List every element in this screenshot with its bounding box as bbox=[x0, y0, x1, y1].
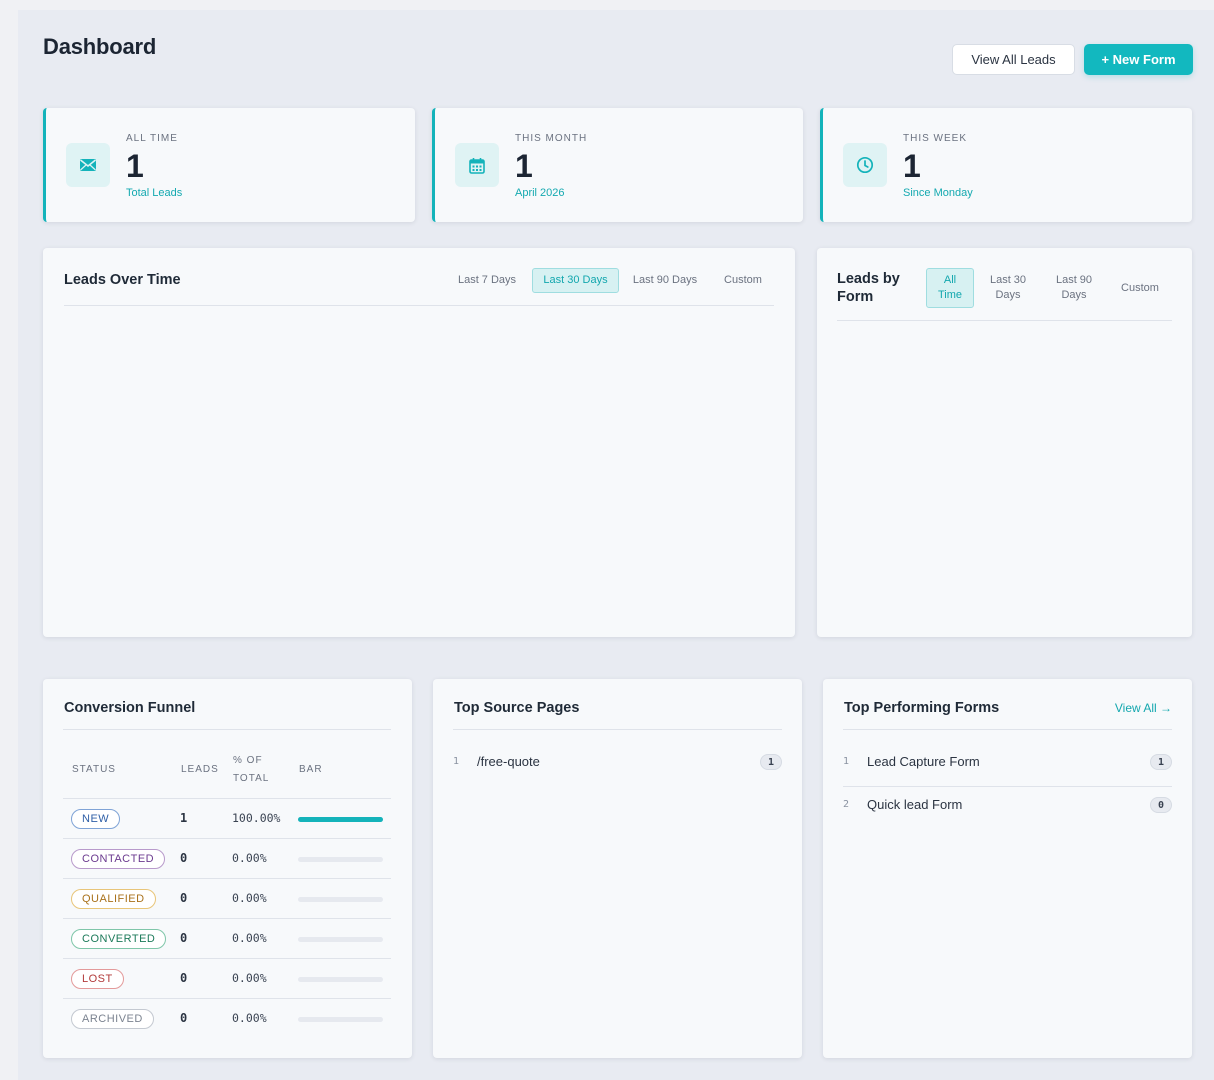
list-item[interactable]: 2 Quick lead Form 0 bbox=[843, 787, 1172, 830]
header-percent: % OF TOTAL bbox=[233, 752, 269, 788]
status-badge: NEW bbox=[71, 809, 121, 829]
status-badge: QUALIFIED bbox=[71, 889, 156, 909]
progress-fill bbox=[298, 817, 383, 822]
funnel-row: NEW 1 100.00% bbox=[63, 798, 391, 838]
card-title: Conversion Funnel bbox=[64, 700, 196, 716]
leads-over-time-card: Leads Over Time Last 7 Days Last 30 Days… bbox=[43, 248, 795, 637]
clock-icon bbox=[843, 143, 887, 187]
progress-bar bbox=[298, 817, 383, 822]
stat-value: 1 bbox=[126, 148, 144, 184]
card-title-line: Leads by bbox=[837, 271, 900, 287]
range-label: All bbox=[943, 274, 957, 286]
lead-count: 1 bbox=[180, 811, 188, 825]
percent-total: 0.00% bbox=[232, 851, 267, 865]
stat-card-all-time: ALL TIME 1 Total Leads bbox=[43, 108, 415, 222]
top-source-pages-card: Top Source Pages 1 /free-quote 1 bbox=[433, 679, 802, 1058]
lead-count: 0 bbox=[180, 891, 188, 905]
lead-count: 0 bbox=[180, 1011, 188, 1025]
funnel-row: QUALIFIED 0 0.00% bbox=[63, 878, 391, 918]
header-leads: LEADS bbox=[181, 764, 219, 775]
source-path: /free-quote bbox=[477, 754, 540, 769]
range-last-30-days[interactable]: Last 30 Days bbox=[532, 268, 619, 293]
divider bbox=[63, 729, 391, 730]
page-title: Dashboard bbox=[43, 34, 157, 59]
funnel-row: CONTACTED 0 0.00% bbox=[63, 838, 391, 878]
item-rank: 1 bbox=[453, 756, 460, 767]
progress-bar bbox=[298, 1017, 383, 1022]
divider bbox=[843, 729, 1172, 730]
status-badge: ARCHIVED bbox=[71, 1009, 154, 1029]
new-form-button[interactable]: + New Form bbox=[1084, 44, 1193, 75]
progress-bar bbox=[298, 857, 383, 862]
stat-subtext: Total Leads bbox=[126, 187, 183, 199]
stat-card-this-month: THIS MONTH 1 April 2026 bbox=[432, 108, 803, 222]
count-badge: 1 bbox=[1150, 754, 1172, 770]
range-label: Days bbox=[1061, 289, 1087, 301]
lead-count: 0 bbox=[180, 851, 188, 865]
range-last-7-days[interactable]: Last 7 Days bbox=[457, 274, 517, 286]
conversion-funnel-card: Conversion Funnel STATUS LEADS % OF TOTA… bbox=[43, 679, 412, 1058]
form-name: Lead Capture Form bbox=[867, 754, 980, 769]
stat-value: 1 bbox=[515, 148, 533, 184]
header-bar: BAR bbox=[299, 764, 323, 775]
percent-total: 100.00% bbox=[232, 811, 281, 825]
stat-label: THIS WEEK bbox=[903, 133, 968, 144]
range-label: Days bbox=[995, 289, 1021, 301]
range-last-30-days[interactable]: Last 30 Days bbox=[981, 268, 1035, 308]
view-all-link[interactable]: View All → bbox=[1114, 701, 1172, 715]
divider bbox=[453, 729, 782, 730]
header-line: TOTAL bbox=[233, 773, 270, 784]
progress-bar bbox=[298, 977, 383, 982]
stat-value: 1 bbox=[903, 148, 921, 184]
status-badge: CONVERTED bbox=[71, 929, 167, 949]
range-custom[interactable]: Custom bbox=[724, 274, 762, 286]
header-status: STATUS bbox=[72, 764, 116, 775]
divider bbox=[837, 320, 1172, 321]
card-title: Leads by Form bbox=[837, 270, 900, 306]
range-custom[interactable]: Custom bbox=[1121, 281, 1159, 294]
card-title: Top Performing Forms bbox=[844, 700, 1000, 716]
stat-subtext: Since Monday bbox=[903, 187, 973, 199]
top-performing-forms-card: Top Performing Forms View All → 1 Lead C… bbox=[823, 679, 1192, 1058]
calendar-icon bbox=[455, 143, 499, 187]
count-badge: 1 bbox=[760, 754, 782, 770]
list-item[interactable]: 1 /free-quote 1 bbox=[453, 744, 782, 787]
card-title: Top Source Pages bbox=[454, 700, 580, 716]
progress-bar bbox=[298, 937, 383, 942]
percent-total: 0.00% bbox=[232, 971, 267, 985]
progress-bar bbox=[298, 897, 383, 902]
percent-total: 0.00% bbox=[232, 931, 267, 945]
range-last-90-days[interactable]: Last 90 Days bbox=[1046, 268, 1102, 308]
view-all-leads-button[interactable]: View All Leads bbox=[952, 44, 1075, 75]
envelope-icon bbox=[66, 143, 110, 187]
card-title-line: Form bbox=[837, 289, 874, 305]
stat-label: THIS MONTH bbox=[515, 133, 588, 144]
funnel-row: CONVERTED 0 0.00% bbox=[63, 918, 391, 958]
range-label: Time bbox=[937, 289, 963, 301]
status-badge: CONTACTED bbox=[71, 849, 166, 869]
funnel-row: LOST 0 0.00% bbox=[63, 958, 391, 998]
list-item[interactable]: 1 Lead Capture Form 1 bbox=[843, 744, 1172, 787]
count-badge: 0 bbox=[1150, 797, 1172, 813]
header-line: % OF bbox=[233, 755, 263, 766]
range-label: Last 90 bbox=[1055, 274, 1093, 286]
status-badge: LOST bbox=[71, 969, 124, 989]
lead-count: 0 bbox=[180, 971, 188, 985]
form-name: Quick lead Form bbox=[867, 797, 963, 812]
divider bbox=[64, 305, 774, 306]
card-title: Leads Over Time bbox=[64, 272, 181, 288]
range-all-time[interactable]: All Time bbox=[926, 268, 974, 308]
item-rank: 2 bbox=[843, 799, 850, 810]
funnel-row: ARCHIVED 0 0.00% bbox=[63, 998, 391, 1038]
leads-by-form-card: Leads by Form All Time Last 30 Days Last… bbox=[817, 248, 1192, 637]
percent-total: 0.00% bbox=[232, 891, 267, 905]
lead-count: 0 bbox=[180, 931, 188, 945]
item-rank: 1 bbox=[843, 756, 850, 767]
percent-total: 0.00% bbox=[232, 1011, 267, 1025]
stat-label: ALL TIME bbox=[126, 133, 178, 144]
stat-subtext: April 2026 bbox=[515, 187, 565, 199]
range-last-90-days[interactable]: Last 90 Days bbox=[632, 274, 698, 286]
range-label: Last 30 bbox=[989, 274, 1027, 286]
stat-card-this-week: THIS WEEK 1 Since Monday bbox=[820, 108, 1192, 222]
